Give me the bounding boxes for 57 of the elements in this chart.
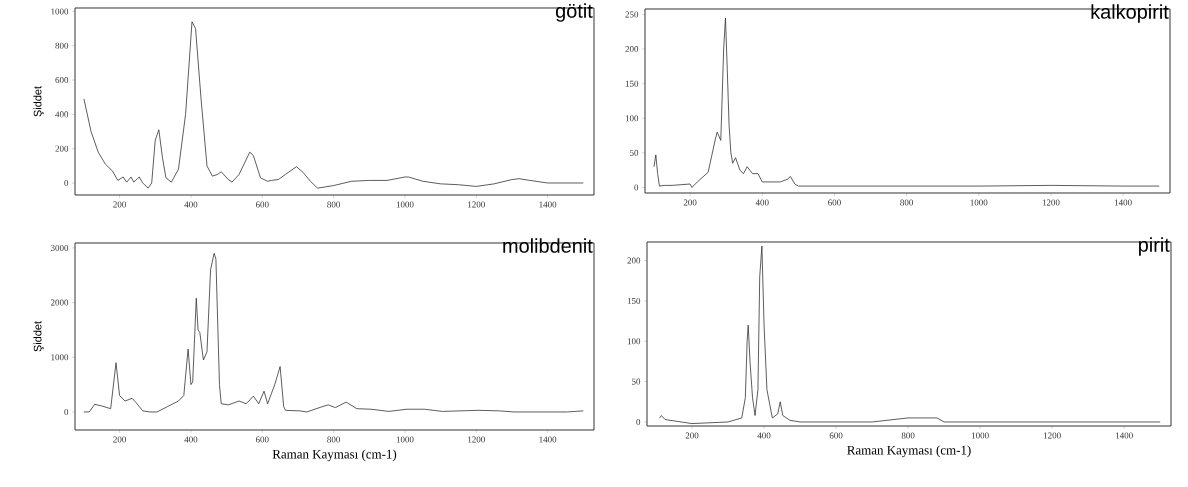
x-axis-title: Raman Kayması (cm-1) — [272, 449, 397, 462]
x-tick-label: 600 — [255, 201, 269, 208]
x-tick-label: 600 — [829, 432, 843, 439]
y-tick-label: 150 — [625, 80, 639, 87]
x-tick-label: 1000 — [396, 201, 414, 208]
y-tick-label: 0 — [64, 408, 69, 415]
y-tick-label: 0 — [636, 418, 641, 425]
x-tick-label: 400 — [184, 436, 198, 443]
x-tick-label: 200 — [685, 432, 699, 439]
x-tick-label: 400 — [757, 432, 771, 439]
x-axis-title: Raman Kayması (cm-1) — [847, 445, 971, 458]
x-tick-label: 1000 — [971, 432, 989, 439]
x-tick-label: 1000 — [396, 436, 414, 443]
x-tick-label: 200 — [113, 436, 126, 443]
x-tick-label: 1200 — [468, 436, 485, 443]
y-tick-label: 50 — [632, 378, 641, 385]
y-axis-title: Şiddet — [33, 321, 44, 352]
x-tick-label: 400 — [184, 201, 198, 208]
y-tick-label: 150 — [627, 297, 641, 304]
y-tick-label: 800 — [55, 42, 69, 49]
x-tick-label: 800 — [327, 436, 340, 443]
x-tick-label: 1200 — [1042, 199, 1060, 206]
x-tick-label: 1200 — [468, 201, 485, 208]
y-tick-label: 200 — [55, 145, 69, 152]
y-tick-label: 400 — [55, 111, 69, 118]
y-tick-label: 1000 — [51, 8, 69, 15]
chart-title: pirit — [1138, 237, 1170, 256]
chart-title: molibdenit — [503, 238, 593, 253]
y-tick-label: 2000 — [50, 299, 69, 306]
y-tick-label: 0 — [634, 184, 639, 191]
y-tick-label: 250 — [625, 11, 639, 18]
y-tick-label: 0 — [64, 179, 69, 187]
chart-title: kalkopirit — [1091, 4, 1169, 23]
y-tick-label: 600 — [55, 77, 69, 84]
x-tick-label: 1400 — [539, 201, 557, 208]
y-tick-label: 3000 — [50, 244, 69, 251]
y-tick-label: 100 — [625, 115, 639, 122]
x-tick-label: 800 — [327, 201, 340, 208]
y-tick-label: 200 — [627, 257, 641, 264]
x-tick-label: 200 — [113, 201, 126, 208]
chart-title: götit — [555, 3, 593, 22]
x-tick-label: 1200 — [1043, 432, 1061, 439]
x-tick-label: 1400 — [1116, 432, 1133, 439]
x-tick-label: 200 — [683, 199, 697, 206]
x-tick-label: 1000 — [970, 199, 988, 206]
x-tick-label: 1400 — [1114, 199, 1132, 206]
x-tick-label: 1400 — [539, 436, 557, 443]
x-tick-label: 400 — [755, 199, 769, 206]
y-axis-title: Şiddet — [33, 86, 44, 117]
y-tick-label: 200 — [625, 46, 639, 53]
x-tick-label: 600 — [255, 436, 269, 443]
y-tick-label: 100 — [627, 338, 641, 345]
x-tick-label: 800 — [900, 199, 913, 206]
y-tick-label: 1000 — [51, 354, 69, 361]
x-tick-label: 800 — [901, 432, 915, 439]
x-tick-label: 600 — [828, 199, 841, 206]
y-tick-label: 50 — [630, 149, 639, 156]
